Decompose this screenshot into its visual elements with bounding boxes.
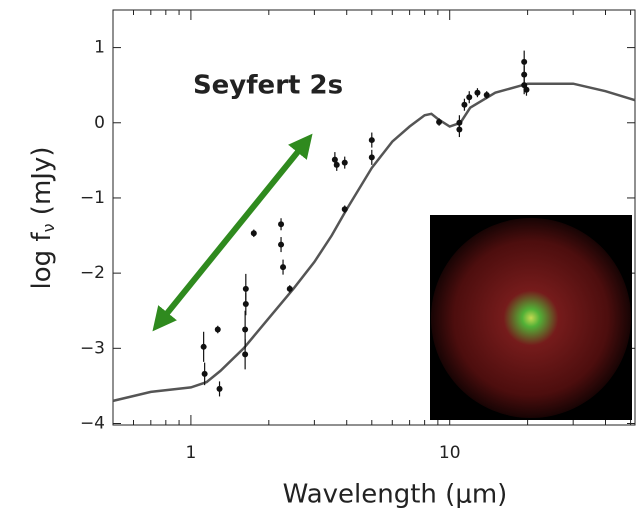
data-point	[243, 301, 249, 307]
y-tick-label: 0	[94, 113, 105, 133]
data-point	[280, 264, 286, 270]
x-axis-label: Wavelength (μm)	[283, 480, 508, 510]
y-tick-label: −3	[80, 338, 105, 358]
data-point	[215, 327, 221, 333]
y-tick-label: −4	[80, 413, 105, 433]
data-point	[466, 94, 472, 100]
data-point	[523, 87, 529, 93]
data-point	[484, 92, 490, 98]
annotation: Seyfert 2s	[193, 71, 343, 101]
x-tick-label: 10	[439, 443, 461, 463]
data-point	[242, 351, 248, 357]
data-point	[461, 102, 467, 108]
data-point	[474, 90, 480, 96]
data-point	[278, 242, 284, 248]
data-point	[278, 221, 284, 227]
data-point	[202, 371, 208, 377]
chart: Seyfert 2s Wavelength (μm) log fν (mJy) …	[0, 0, 636, 516]
data-point	[456, 127, 462, 133]
inset-glow	[431, 218, 631, 418]
y-label-sub: ν	[39, 223, 58, 232]
y-axis-label: log fν (mJy)	[27, 147, 58, 290]
data-point	[334, 162, 340, 168]
data-point	[201, 344, 207, 350]
data-point	[217, 386, 223, 392]
data-point	[369, 137, 375, 143]
data-point	[521, 59, 527, 65]
y-tick-label: −1	[80, 188, 105, 208]
y-label-main: log f	[27, 232, 57, 290]
x-tick-label: 1	[185, 443, 196, 463]
y-tick-label: 1	[94, 38, 105, 58]
data-point	[342, 160, 348, 166]
data-point	[369, 154, 375, 160]
arrow	[160, 143, 305, 322]
data-point	[243, 286, 249, 292]
data-point	[287, 286, 293, 292]
y-tick-label: −2	[80, 263, 105, 283]
y-label-unit: (mJy)	[27, 147, 57, 224]
data-point	[342, 206, 348, 212]
data-point	[242, 327, 248, 333]
data-point	[251, 230, 257, 236]
data-point	[436, 119, 442, 125]
